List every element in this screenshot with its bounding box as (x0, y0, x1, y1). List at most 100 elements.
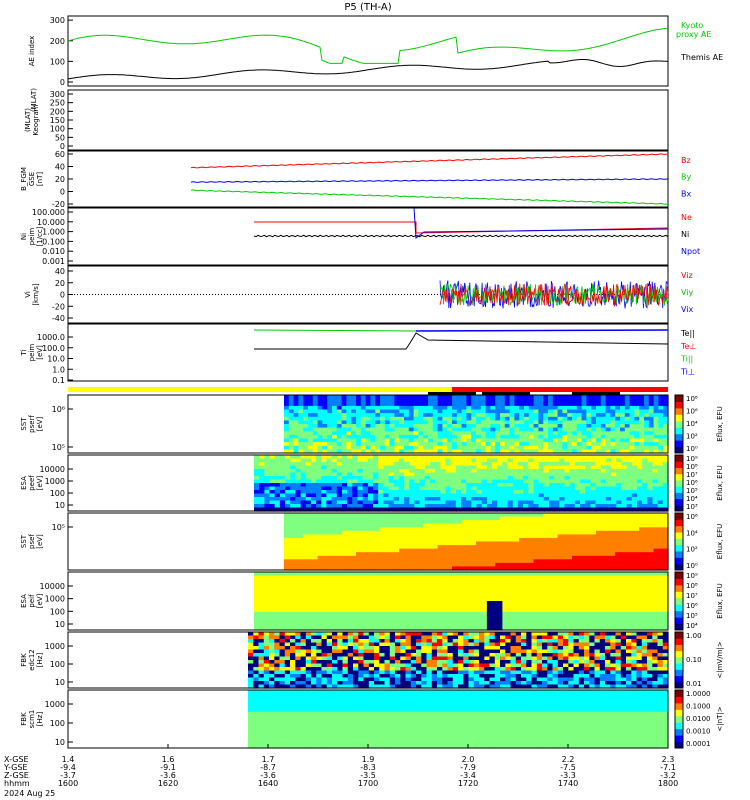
spec-cell (429, 479, 436, 484)
spec-cell (378, 586, 384, 591)
spec-cell (365, 398, 371, 403)
spec-cell (284, 534, 290, 539)
spec-cell (490, 413, 496, 418)
spec-cell (610, 520, 616, 525)
spec-cell (554, 469, 560, 474)
spec-cell (394, 566, 400, 571)
spec-cell (533, 420, 539, 425)
spec-cell (514, 395, 520, 400)
spec-cell (254, 590, 260, 595)
spec-cell (456, 427, 463, 432)
spec-cell (351, 398, 357, 403)
spec-cell (429, 504, 436, 509)
spec-cell (485, 424, 491, 429)
spec-cell (367, 500, 374, 505)
spec-cell (492, 486, 498, 491)
spec-cell (616, 500, 623, 505)
spec-cell (634, 434, 640, 440)
spec-cell (264, 465, 271, 470)
spec-cell (389, 541, 395, 546)
spec-cell (574, 469, 581, 474)
spec-cell (517, 579, 524, 584)
spec-cell (360, 402, 367, 407)
spec-cell (429, 575, 436, 580)
spec-cell (557, 559, 563, 564)
spec-cell (445, 476, 452, 481)
spec-cell (322, 566, 328, 571)
spec-cell (404, 555, 410, 560)
spec-cell (322, 424, 328, 429)
spec-cell (480, 413, 487, 418)
spec-cell (445, 572, 452, 577)
spec-cell (552, 562, 559, 568)
spec-cell (295, 483, 302, 488)
spec-cell (331, 626, 338, 631)
spec-cell (394, 405, 400, 411)
spec-cell (528, 465, 535, 470)
spec-cell (480, 527, 487, 532)
spec-cell (502, 497, 509, 502)
spec-cell (576, 416, 583, 421)
spec-cell (637, 507, 643, 512)
spec-cell (481, 472, 488, 477)
spec-cell (331, 476, 338, 481)
spec-cell (336, 520, 343, 525)
spec-cell (596, 559, 602, 564)
spec-cell (629, 530, 635, 535)
spec-cell (543, 405, 549, 411)
spec-cell (413, 442, 419, 447)
colorbar-tick-label: 10⁴ (686, 420, 698, 428)
spec-cell (274, 615, 281, 620)
spec-cell (528, 445, 535, 450)
spec-cell (596, 516, 602, 521)
spec-cell (500, 402, 506, 407)
spec-cell (326, 465, 333, 470)
spec-cell (389, 520, 395, 525)
spec-cell (404, 476, 410, 481)
spec-cell (351, 402, 357, 407)
spec-cell (626, 476, 633, 481)
spec-cell (322, 434, 328, 440)
spec-cell (264, 493, 271, 498)
spec-cell (393, 490, 400, 495)
spec-cell (408, 545, 415, 550)
spec-cell (644, 398, 650, 403)
spec-cell (264, 575, 271, 580)
spec-cell (652, 504, 659, 509)
spec-cell (351, 562, 357, 568)
spec-cell (404, 434, 410, 440)
spec-cell (639, 520, 645, 525)
spec-cell (360, 566, 367, 571)
spec-cell (502, 601, 509, 606)
spec-cell (533, 555, 539, 560)
y-tick-label: 10 (55, 501, 65, 510)
colorbar-tick-label: 10⁰ (686, 562, 698, 570)
spec-cell (312, 409, 319, 414)
spec-cell (437, 527, 443, 532)
spec-cell (490, 409, 496, 414)
spec-cell (447, 548, 453, 553)
spec-cell (308, 434, 314, 440)
spec-cell (497, 604, 503, 609)
spec-cell (370, 434, 376, 440)
spec-cell (435, 476, 441, 481)
spec-cell (288, 427, 295, 432)
spec-cell (644, 409, 650, 414)
spec-cell (259, 497, 265, 502)
spec-cell (321, 493, 328, 498)
spectrogram-sst1 (284, 395, 669, 454)
spec-cell (303, 555, 309, 560)
spec-cell (528, 626, 535, 631)
spec-cell (552, 409, 559, 414)
spec-cell (375, 445, 381, 450)
spec-cell (351, 431, 357, 436)
spec-cell (440, 601, 447, 606)
spec-cell (293, 398, 299, 403)
colorbar-frame (674, 454, 684, 512)
spec-cell (497, 465, 503, 470)
spec-cell (517, 593, 524, 598)
spec-cell (580, 455, 586, 460)
spec-cell (437, 405, 443, 411)
spec-cell (639, 413, 645, 418)
spec-cell (295, 462, 302, 467)
